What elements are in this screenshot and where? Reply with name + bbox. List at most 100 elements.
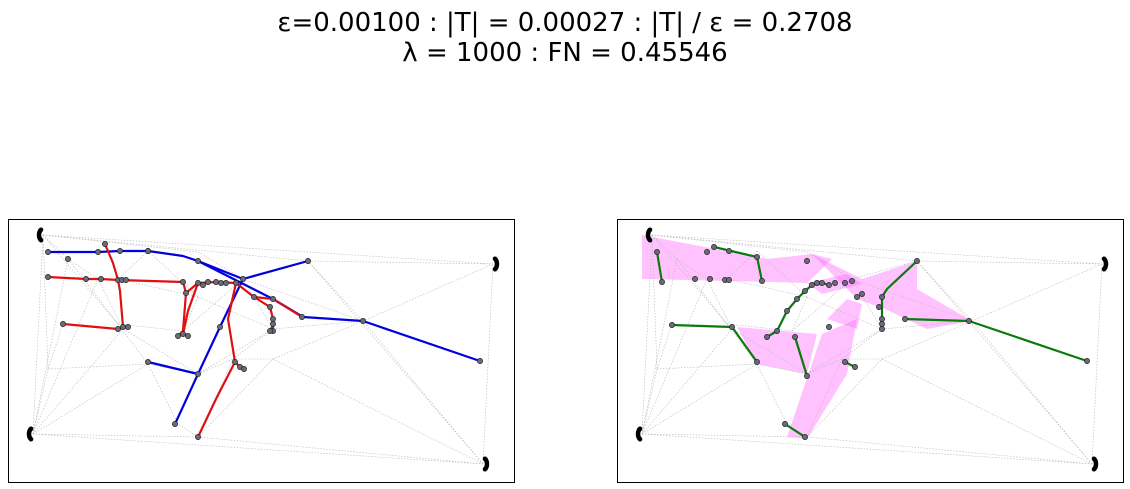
mesh-edge [641, 278, 708, 435]
mesh-edge [731, 328, 808, 375]
mesh-edge [791, 278, 853, 332]
graph-node [729, 324, 735, 330]
red-path-8 [226, 282, 241, 368]
corner-node-cluster [645, 227, 653, 243]
cluster-node [647, 237, 653, 243]
graph-node [115, 326, 121, 332]
graph-node [125, 324, 131, 330]
mesh-edge [197, 328, 274, 375]
graph-node [849, 278, 855, 284]
mesh-edge [362, 263, 494, 322]
pink-region [767, 254, 832, 283]
corner-node-cluster [26, 426, 34, 442]
mesh-edge [117, 323, 184, 332]
mesh-edge [272, 320, 364, 360]
mesh-edge [32, 328, 124, 435]
graph-node [879, 316, 885, 322]
mesh-edge [806, 358, 843, 375]
right-triangulation-mesh [641, 234, 1103, 465]
mesh-edge [651, 234, 1103, 265]
green-path-6 [880, 260, 918, 329]
mesh-edge [851, 260, 918, 280]
graph-node [217, 324, 223, 330]
cluster-node [492, 266, 498, 272]
mesh-edge [641, 433, 808, 438]
graph-node [172, 421, 178, 427]
graph-node [879, 326, 885, 332]
mesh-edge [841, 328, 883, 360]
mesh-edge [756, 363, 788, 425]
graph-node [240, 276, 246, 282]
mesh-edge [197, 358, 274, 438]
graph-node [832, 280, 838, 286]
graph-node [809, 282, 815, 288]
graph-node [360, 318, 366, 324]
red-path-4 [116, 279, 125, 328]
mesh-edge [272, 358, 484, 465]
graph-node [267, 304, 273, 310]
graph-node [914, 258, 920, 264]
pink-region [787, 319, 857, 439]
graph-node [213, 279, 219, 285]
mesh-edge [641, 328, 733, 435]
graph-node [195, 434, 201, 440]
graph-node [764, 334, 770, 340]
graph-node [270, 296, 276, 302]
mesh-edge [706, 278, 733, 330]
graph-node [117, 248, 123, 254]
graph-node [826, 324, 832, 330]
blue-path-1 [48, 249, 309, 281]
mesh-edge [1091, 263, 1103, 465]
graph-node [819, 280, 825, 286]
cluster-node [482, 466, 488, 472]
graph-node [859, 291, 865, 297]
mesh-edge [32, 234, 44, 435]
corner-node-cluster [1101, 256, 1109, 272]
mesh-edge [177, 423, 199, 438]
corner-node-cluster [635, 426, 643, 442]
graph-node [205, 279, 211, 285]
mesh-edge [32, 278, 99, 435]
graph-node [45, 274, 51, 280]
graph-node [305, 258, 311, 264]
mesh-edge [307, 260, 484, 465]
graph-node [180, 279, 186, 285]
mesh-edge [147, 250, 199, 298]
mesh-edge [32, 433, 484, 465]
graph-node [802, 288, 808, 294]
mesh-edge [756, 250, 808, 298]
graph-node [195, 258, 201, 264]
mesh-edge [806, 358, 883, 438]
graph-node [98, 276, 104, 282]
graph-node [814, 280, 820, 286]
graph-node [774, 328, 780, 334]
graph-node [794, 296, 800, 302]
graph-node [754, 359, 760, 365]
graph-node [185, 333, 191, 339]
mesh-edge [122, 328, 199, 375]
mesh-edge [242, 278, 364, 322]
green-path-8 [793, 336, 809, 377]
graph-node [267, 328, 273, 334]
graph-node [183, 290, 189, 296]
mesh-edge [32, 363, 149, 435]
graph-node [45, 249, 51, 255]
green-path-1 [655, 251, 664, 283]
graph-node [83, 276, 89, 282]
pink-region [642, 235, 772, 282]
graph-node [233, 280, 239, 286]
cluster-node [28, 436, 34, 442]
graph-node [852, 364, 858, 370]
red-path-2 [103, 243, 120, 281]
graph-node [802, 434, 808, 440]
mesh-edge [851, 278, 883, 330]
graph-node [826, 282, 832, 288]
mesh-edge [651, 234, 658, 370]
graph-node [804, 258, 810, 264]
graph-node [175, 333, 181, 339]
mesh-edge [881, 320, 973, 330]
graph-node [669, 322, 675, 328]
green-path-10 [784, 423, 806, 438]
cluster-node [637, 436, 643, 442]
left-nodes [26, 227, 500, 472]
